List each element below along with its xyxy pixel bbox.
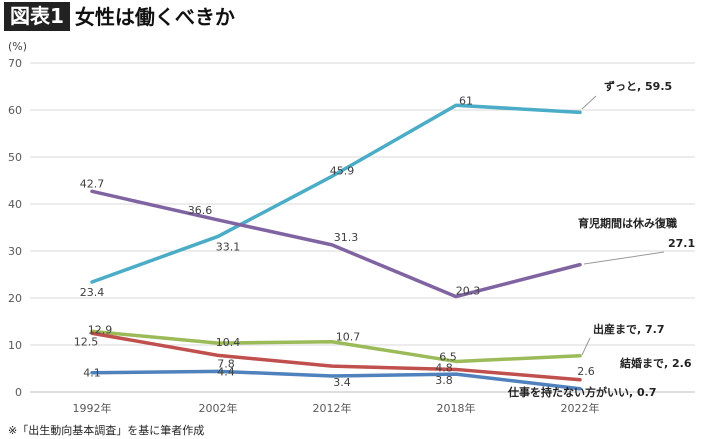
x-tick-label: 2002年 [199, 401, 238, 415]
data-label: 4.4 [217, 365, 235, 378]
x-tick-label: 2012年 [313, 401, 352, 415]
data-label: 12.9 [88, 323, 113, 336]
data-label: 42.7 [80, 177, 105, 190]
data-label: 10.7 [336, 331, 361, 344]
leader-line [581, 95, 597, 110]
y-tick-label: 70 [8, 57, 22, 70]
series-line-2 [90, 189, 582, 299]
leader-line [581, 337, 591, 356]
y-tick-label: 40 [8, 198, 22, 211]
series-line-3 [90, 329, 582, 364]
chart-title: 女性は働くべきか [74, 4, 235, 29]
data-label: 4.1 [83, 367, 101, 380]
x-tick-label: 1992年 [73, 401, 112, 415]
end-label-series-2-name: 育児期間は休み復職 [578, 216, 677, 230]
end-label-series-1: ずっと, 59.5 [604, 79, 672, 93]
y-tick-label: 10 [8, 339, 22, 352]
end-label-series-2-value: 27.1 [668, 237, 695, 250]
data-label: 31.3 [334, 231, 359, 244]
source-footnote: ※「出生動向基本調査」を基に筆者作成 [8, 424, 205, 437]
end-label-series-5: 仕事を持たない方がいい, 0.7 [507, 385, 657, 399]
x-tick-label: 2018年 [437, 401, 476, 415]
y-tick-label: 60 [8, 104, 22, 117]
leader-line [583, 251, 665, 265]
y-unit-label: (%) [8, 40, 27, 53]
x-tick-label: 2022年 [561, 401, 600, 415]
chart-header: 図表1 女性は働くべきか [4, 2, 235, 31]
data-label: 2.6 [577, 365, 595, 378]
series-line-5 [90, 369, 582, 391]
data-label: 10.4 [216, 336, 241, 349]
data-label: 7.8 [217, 357, 235, 370]
series-line-4 [90, 331, 582, 382]
data-label: 45.9 [330, 164, 355, 177]
data-label: 36.6 [188, 204, 213, 217]
data-label: 33.1 [216, 240, 241, 253]
end-label-series-3: 出産まで, 7.7 [593, 322, 665, 336]
data-label: 61 [459, 94, 473, 107]
y-tick-label: 0 [15, 386, 22, 399]
data-label: 4.8 [435, 361, 453, 374]
data-label: 3.4 [333, 376, 351, 389]
data-label: 20.3 [456, 285, 481, 298]
data-label: 23.4 [80, 286, 105, 299]
end-label-series-4: 結婚まで, 2.6 [620, 356, 692, 370]
y-tick-label: 20 [8, 292, 22, 305]
y-tick-label: 30 [8, 245, 22, 258]
y-tick-label: 50 [8, 151, 22, 164]
data-label: 3.8 [435, 374, 453, 387]
data-label: 6.5 [439, 350, 457, 363]
data-label: 12.5 [74, 335, 99, 348]
figure-badge: 図表1 [4, 2, 70, 31]
series-line-1 [90, 103, 582, 284]
